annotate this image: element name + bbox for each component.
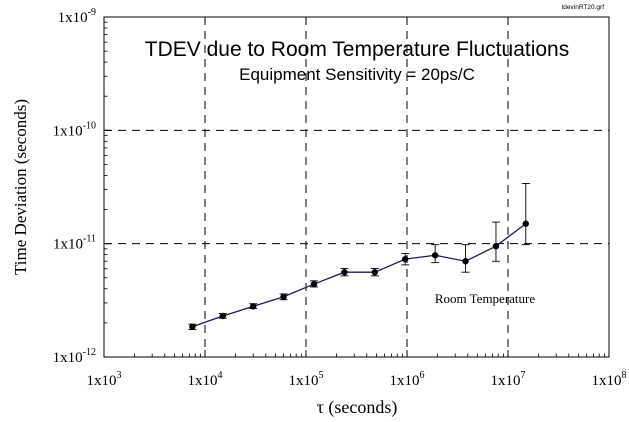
x-tick-label: 1x105 [289, 370, 324, 389]
error-bars [188, 182, 530, 330]
grid-lines [104, 17, 609, 357]
x-tick-labels: 1x103 1x104 1x105 1x106 1x107 1x108 [87, 370, 627, 389]
axis-ticks [103, 16, 610, 358]
file-label: tdevinRT20.grf [561, 4, 604, 11]
x-tick-label: 1x104 [188, 370, 223, 389]
y-tick-label: 1x10-12 [53, 347, 96, 366]
chart-subtitle: Equipment Sensitivity = 20ps/C [239, 65, 475, 84]
y-axis-title: Time Deviation (seconds) [11, 99, 30, 275]
data-point [189, 323, 196, 330]
y-tick-label: 1x10-9 [58, 7, 96, 26]
chart-title: TDEV due to Room Temperature Fluctuation… [145, 38, 569, 61]
data-point [431, 252, 439, 259]
x-tick-label: 1x107 [491, 370, 526, 389]
series-polyline [192, 223, 527, 328]
data-point [402, 255, 409, 263]
x-tick-label: 1x106 [390, 370, 425, 389]
x-axis-title: τ (seconds) [317, 397, 398, 418]
data-point [219, 312, 226, 320]
series-line [192, 223, 527, 328]
y-tick-label: 1x10-10 [53, 120, 96, 139]
data-point [249, 303, 257, 310]
annotation-room-temperature: Room Temperature [435, 291, 536, 306]
x-tick-label: 1x108 [592, 370, 627, 389]
plot-frame [103, 16, 610, 358]
data-point [280, 293, 287, 300]
y-tick-labels: 1x10-12 1x10-11 1x10-10 1x10-9 [53, 7, 96, 366]
data-point [310, 280, 318, 288]
data-point [462, 258, 469, 265]
error-bar [491, 221, 500, 262]
data-point [492, 242, 500, 250]
error-bar [521, 182, 530, 246]
x-tick-label: 1x103 [87, 370, 122, 389]
y-tick-label: 1x10-11 [53, 234, 96, 253]
data-point [341, 269, 348, 276]
data-points [189, 220, 529, 330]
data-point [371, 269, 379, 276]
data-point [522, 220, 529, 227]
